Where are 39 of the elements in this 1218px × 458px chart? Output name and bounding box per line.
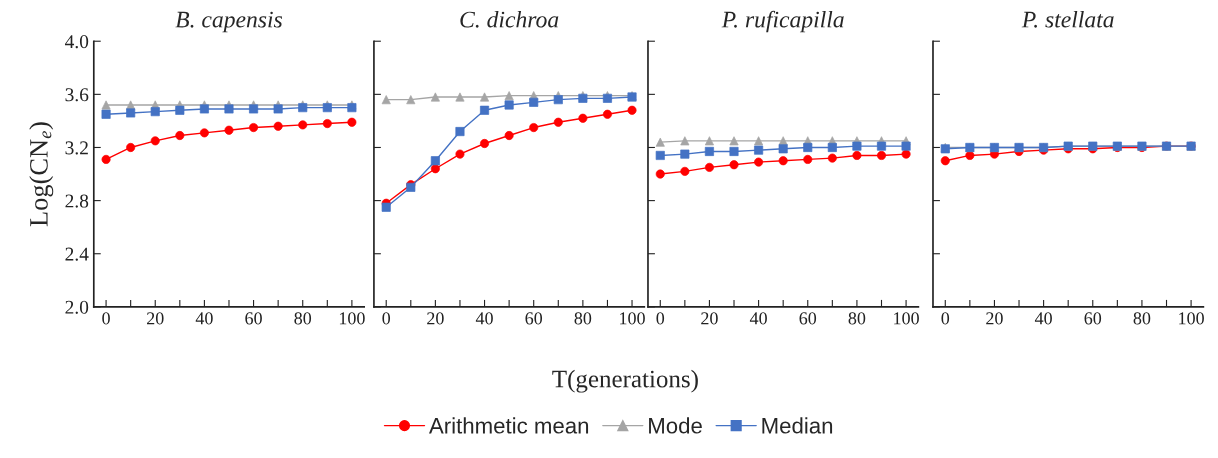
x-tick-label: 40 xyxy=(1034,312,1052,325)
x-tick-label: 20 xyxy=(427,312,444,325)
x-tick-label: 80 xyxy=(1133,312,1151,325)
legend-label: Mode xyxy=(649,417,702,434)
x-tick-label: 0 xyxy=(102,312,110,325)
x-tick-label: 60 xyxy=(799,312,817,325)
x-tick-label: 40 xyxy=(749,312,767,325)
x-tick-label: 20 xyxy=(701,312,718,325)
chart-title: C. dichroa xyxy=(460,10,559,28)
x-tick-label: 100 xyxy=(339,312,365,325)
x-tick-label: 60 xyxy=(525,312,543,325)
y-tick-label: 2.4 xyxy=(65,247,89,261)
x-tick-label: 0 xyxy=(382,312,391,325)
legend-label: Median xyxy=(762,417,833,434)
chart-title: P. ruficapilla xyxy=(721,10,844,33)
x-axis-title: T(generations) xyxy=(552,369,698,393)
x-tick-label: 80 xyxy=(294,312,312,325)
x-tick-label: 60 xyxy=(1084,312,1102,325)
y-tick-label: 3.6 xyxy=(65,88,89,102)
x-tick-label: 80 xyxy=(848,312,866,325)
x-tick-label: 60 xyxy=(245,312,262,325)
x-tick-label: 0 xyxy=(656,312,665,325)
x-tick-label: 20 xyxy=(986,312,1003,325)
x-tick-label: 100 xyxy=(894,312,919,325)
legend-label: Arithmetic mean xyxy=(428,417,589,434)
x-tick-label: 40 xyxy=(195,312,213,325)
y-axis-title: Log(CN$_{e}$) xyxy=(29,122,54,227)
x-tick-label: 100 xyxy=(1179,312,1204,325)
y-tick-label: 4.0 xyxy=(65,35,89,49)
x-tick-label: 40 xyxy=(475,312,493,325)
y-tick-label: 3.2 xyxy=(65,141,88,155)
y-tick-label: 2.8 xyxy=(65,194,89,208)
chart-title: B. capensis xyxy=(175,11,283,33)
chart-title: P. stellata xyxy=(1021,10,1114,28)
x-tick-label: 80 xyxy=(574,312,592,325)
y-tick-label: 2.0 xyxy=(65,300,89,314)
x-tick-label: 0 xyxy=(941,312,950,325)
x-tick-label: 100 xyxy=(620,312,645,325)
x-tick-label: 20 xyxy=(147,312,164,325)
